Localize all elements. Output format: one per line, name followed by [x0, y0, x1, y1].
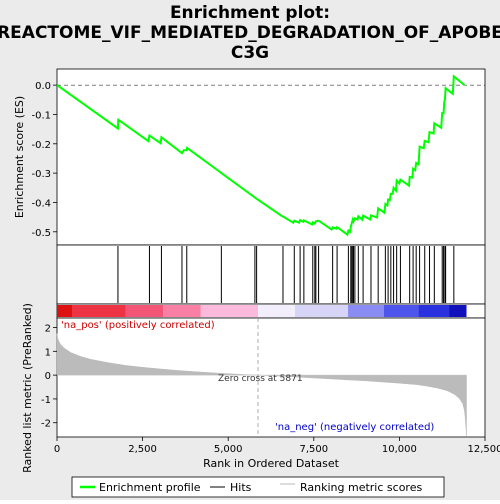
legend-metric-label: Ranking metric scores: [300, 481, 422, 494]
colorbar-segment: [348, 305, 384, 317]
legend: Enrichment profile Hits Ranking metric s…: [72, 477, 444, 497]
chart-title-line-3: C3G: [231, 43, 269, 63]
legend-enrichment-label: Enrichment profile: [99, 481, 201, 494]
metric-y-tick-label: -1: [41, 395, 51, 406]
chart-title-line-1: Enrichment plot:: [170, 3, 330, 23]
rank-colorbar: [57, 305, 467, 317]
metric-y-tick-label: -2: [41, 419, 51, 430]
hits-panel: [57, 245, 485, 304]
chart-title-line-2: REACTOME_VIF_MEDIATED_DEGRADATION_OF_APO…: [0, 23, 500, 43]
colorbar-segment: [295, 305, 348, 317]
legend-hits-label: Hits: [230, 481, 252, 494]
x-tick-label: 10,000: [382, 444, 417, 455]
metric-y-tick-label: 2: [45, 324, 51, 335]
colorbar-segment: [258, 305, 295, 317]
es-y-tick-label: -0.3: [31, 169, 51, 180]
es-y-tick-label: -0.2: [31, 140, 51, 151]
metric-y-axis-label: Ranked list metric (PreRanked): [21, 303, 34, 473]
x-tick-label: 12,500: [468, 444, 500, 455]
es-y-tick-label: -0.1: [31, 110, 51, 121]
x-tick-label: 5,000: [214, 444, 243, 455]
x-tick-label: 0: [54, 444, 60, 455]
colorbar-segment: [384, 305, 418, 317]
es-y-tick-label: -0.5: [31, 228, 51, 239]
x-tick-label: 7,500: [299, 444, 328, 455]
colorbar-segment: [201, 305, 258, 317]
colorbar-segment: [449, 305, 466, 317]
colorbar-segment: [163, 305, 201, 317]
colorbar-segment: [125, 305, 163, 317]
es-y-axis-label: Enrichment score (ES): [13, 96, 26, 218]
colorbar-segment: [57, 305, 72, 317]
metric-y-tick-label: 0: [45, 371, 51, 382]
x-tick-label: 2,500: [128, 444, 157, 455]
es-y-tick-label: -0.4: [31, 198, 51, 209]
x-axis-label: Rank in Ordered Dataset: [203, 457, 340, 470]
metric-y-tick-label: 1: [45, 347, 51, 358]
zero-cross-label: Zero cross at 5871: [218, 374, 303, 384]
es-y-axis: 0.0 -0.1 -0.2 -0.3 -0.4 -0.5: [31, 81, 57, 239]
neg-correlated-label: 'na_neg' (negatively correlated): [275, 422, 434, 433]
es-y-tick-label: 0.0: [35, 81, 51, 92]
es-panel: [57, 69, 485, 245]
pos-correlated-label: 'na_pos' (positively correlated): [61, 320, 215, 331]
colorbar-segment: [72, 305, 125, 317]
colorbar-segment: [418, 305, 449, 317]
